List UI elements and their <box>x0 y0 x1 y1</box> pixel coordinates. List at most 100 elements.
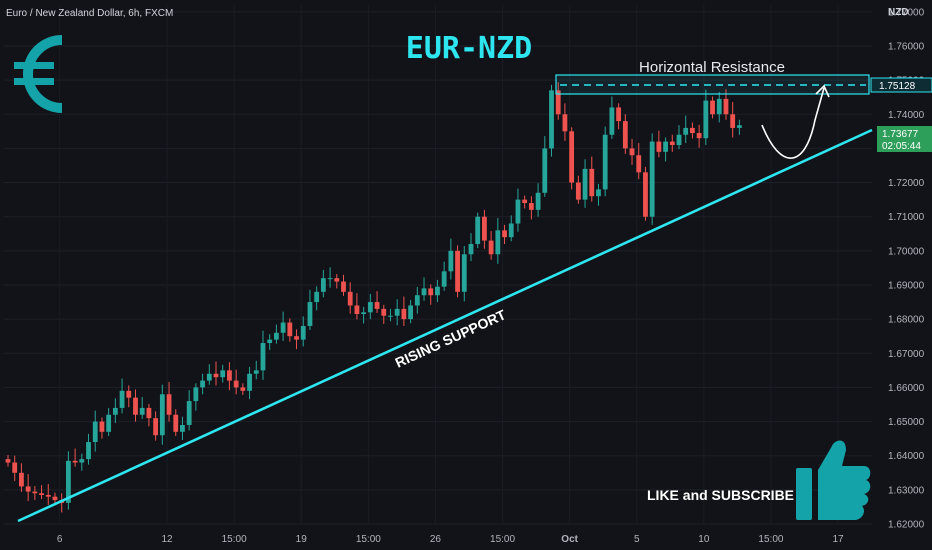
candle[interactable] <box>25 474 31 502</box>
candle[interactable] <box>79 453 85 471</box>
candle[interactable] <box>274 324 279 344</box>
candle[interactable] <box>314 286 320 311</box>
candle[interactable] <box>320 269 326 298</box>
candle[interactable] <box>448 238 454 280</box>
candle[interactable] <box>213 361 219 386</box>
rising-support-line[interactable] <box>17 128 873 523</box>
candle[interactable] <box>441 261 447 291</box>
candle[interactable] <box>609 96 615 139</box>
candle[interactable] <box>596 183 601 206</box>
candle[interactable] <box>65 451 71 510</box>
candle[interactable] <box>267 334 273 350</box>
candle[interactable] <box>468 233 474 262</box>
candle[interactable] <box>367 293 373 320</box>
candle[interactable] <box>549 84 554 157</box>
candle[interactable] <box>408 300 413 324</box>
candle[interactable] <box>92 410 98 452</box>
candle[interactable] <box>730 101 736 138</box>
candle[interactable] <box>488 231 494 260</box>
candle[interactable] <box>227 362 232 391</box>
candle[interactable] <box>394 299 400 326</box>
candle[interactable] <box>542 136 548 197</box>
candle[interactable] <box>555 82 561 120</box>
candle[interactable] <box>502 224 507 245</box>
candle[interactable] <box>327 267 333 288</box>
candle[interactable] <box>45 484 51 505</box>
candle[interactable] <box>12 455 18 481</box>
candle[interactable] <box>173 409 179 436</box>
candle[interactable] <box>683 115 689 143</box>
candle[interactable] <box>716 92 722 123</box>
candle[interactable] <box>602 126 608 197</box>
candle[interactable] <box>461 246 467 302</box>
candle[interactable] <box>126 385 132 408</box>
candle[interactable] <box>206 364 212 385</box>
candle[interactable] <box>200 373 205 395</box>
candle[interactable] <box>616 103 622 130</box>
candle[interactable] <box>153 411 159 441</box>
thumbs-up-icon[interactable] <box>796 440 871 521</box>
candle[interactable] <box>280 311 286 341</box>
candle[interactable] <box>629 138 635 165</box>
candle[interactable] <box>455 245 460 298</box>
candle[interactable] <box>643 166 648 221</box>
candle[interactable] <box>86 433 91 465</box>
candle[interactable] <box>133 389 138 422</box>
candle[interactable] <box>569 127 575 190</box>
candle[interactable] <box>220 364 226 383</box>
candle[interactable] <box>435 279 440 303</box>
candle[interactable] <box>180 416 185 441</box>
candle[interactable] <box>260 330 266 380</box>
candle[interactable] <box>515 188 521 232</box>
candle[interactable] <box>401 296 407 326</box>
candle[interactable] <box>39 485 44 500</box>
candle[interactable] <box>361 306 367 324</box>
candle[interactable] <box>72 448 78 467</box>
candle[interactable] <box>388 308 393 322</box>
like-subscribe-text[interactable]: LIKE and SUBSCRIBE <box>647 487 794 503</box>
candle[interactable] <box>186 390 192 431</box>
candle[interactable] <box>656 130 662 158</box>
candle[interactable] <box>300 316 306 347</box>
candle[interactable] <box>428 284 434 305</box>
resistance-zone[interactable] <box>555 74 870 95</box>
candle[interactable] <box>106 407 112 436</box>
candle[interactable] <box>166 381 172 422</box>
candle[interactable] <box>414 287 420 314</box>
candle[interactable] <box>703 89 709 145</box>
candle[interactable] <box>354 293 360 320</box>
candle[interactable] <box>112 398 118 423</box>
candle[interactable] <box>535 183 541 217</box>
candle[interactable] <box>307 289 313 331</box>
candle[interactable] <box>475 212 481 249</box>
candle[interactable] <box>381 304 387 324</box>
candle[interactable] <box>508 215 514 242</box>
candle[interactable] <box>341 274 346 296</box>
candle[interactable] <box>589 156 595 202</box>
candle[interactable] <box>119 378 125 414</box>
candle[interactable] <box>676 125 682 150</box>
candle[interactable] <box>334 274 340 289</box>
candle[interactable] <box>669 134 675 152</box>
candle[interactable] <box>287 318 293 342</box>
candle[interactable] <box>347 282 353 314</box>
candle[interactable] <box>562 103 568 141</box>
candle[interactable] <box>374 291 380 313</box>
candle[interactable] <box>522 195 528 209</box>
candle[interactable] <box>495 218 501 264</box>
candle[interactable] <box>575 175 581 204</box>
candle[interactable] <box>19 463 24 492</box>
candle[interactable] <box>5 455 11 467</box>
candle[interactable] <box>736 119 742 135</box>
candle[interactable] <box>710 96 715 119</box>
candle[interactable] <box>528 196 534 220</box>
candle[interactable] <box>240 383 246 395</box>
candle[interactable] <box>193 383 199 411</box>
candle[interactable] <box>663 137 668 162</box>
candle[interactable] <box>139 396 145 419</box>
candle[interactable] <box>622 114 628 154</box>
candle[interactable] <box>159 384 165 445</box>
candle[interactable] <box>146 403 152 427</box>
candle[interactable] <box>690 122 695 139</box>
